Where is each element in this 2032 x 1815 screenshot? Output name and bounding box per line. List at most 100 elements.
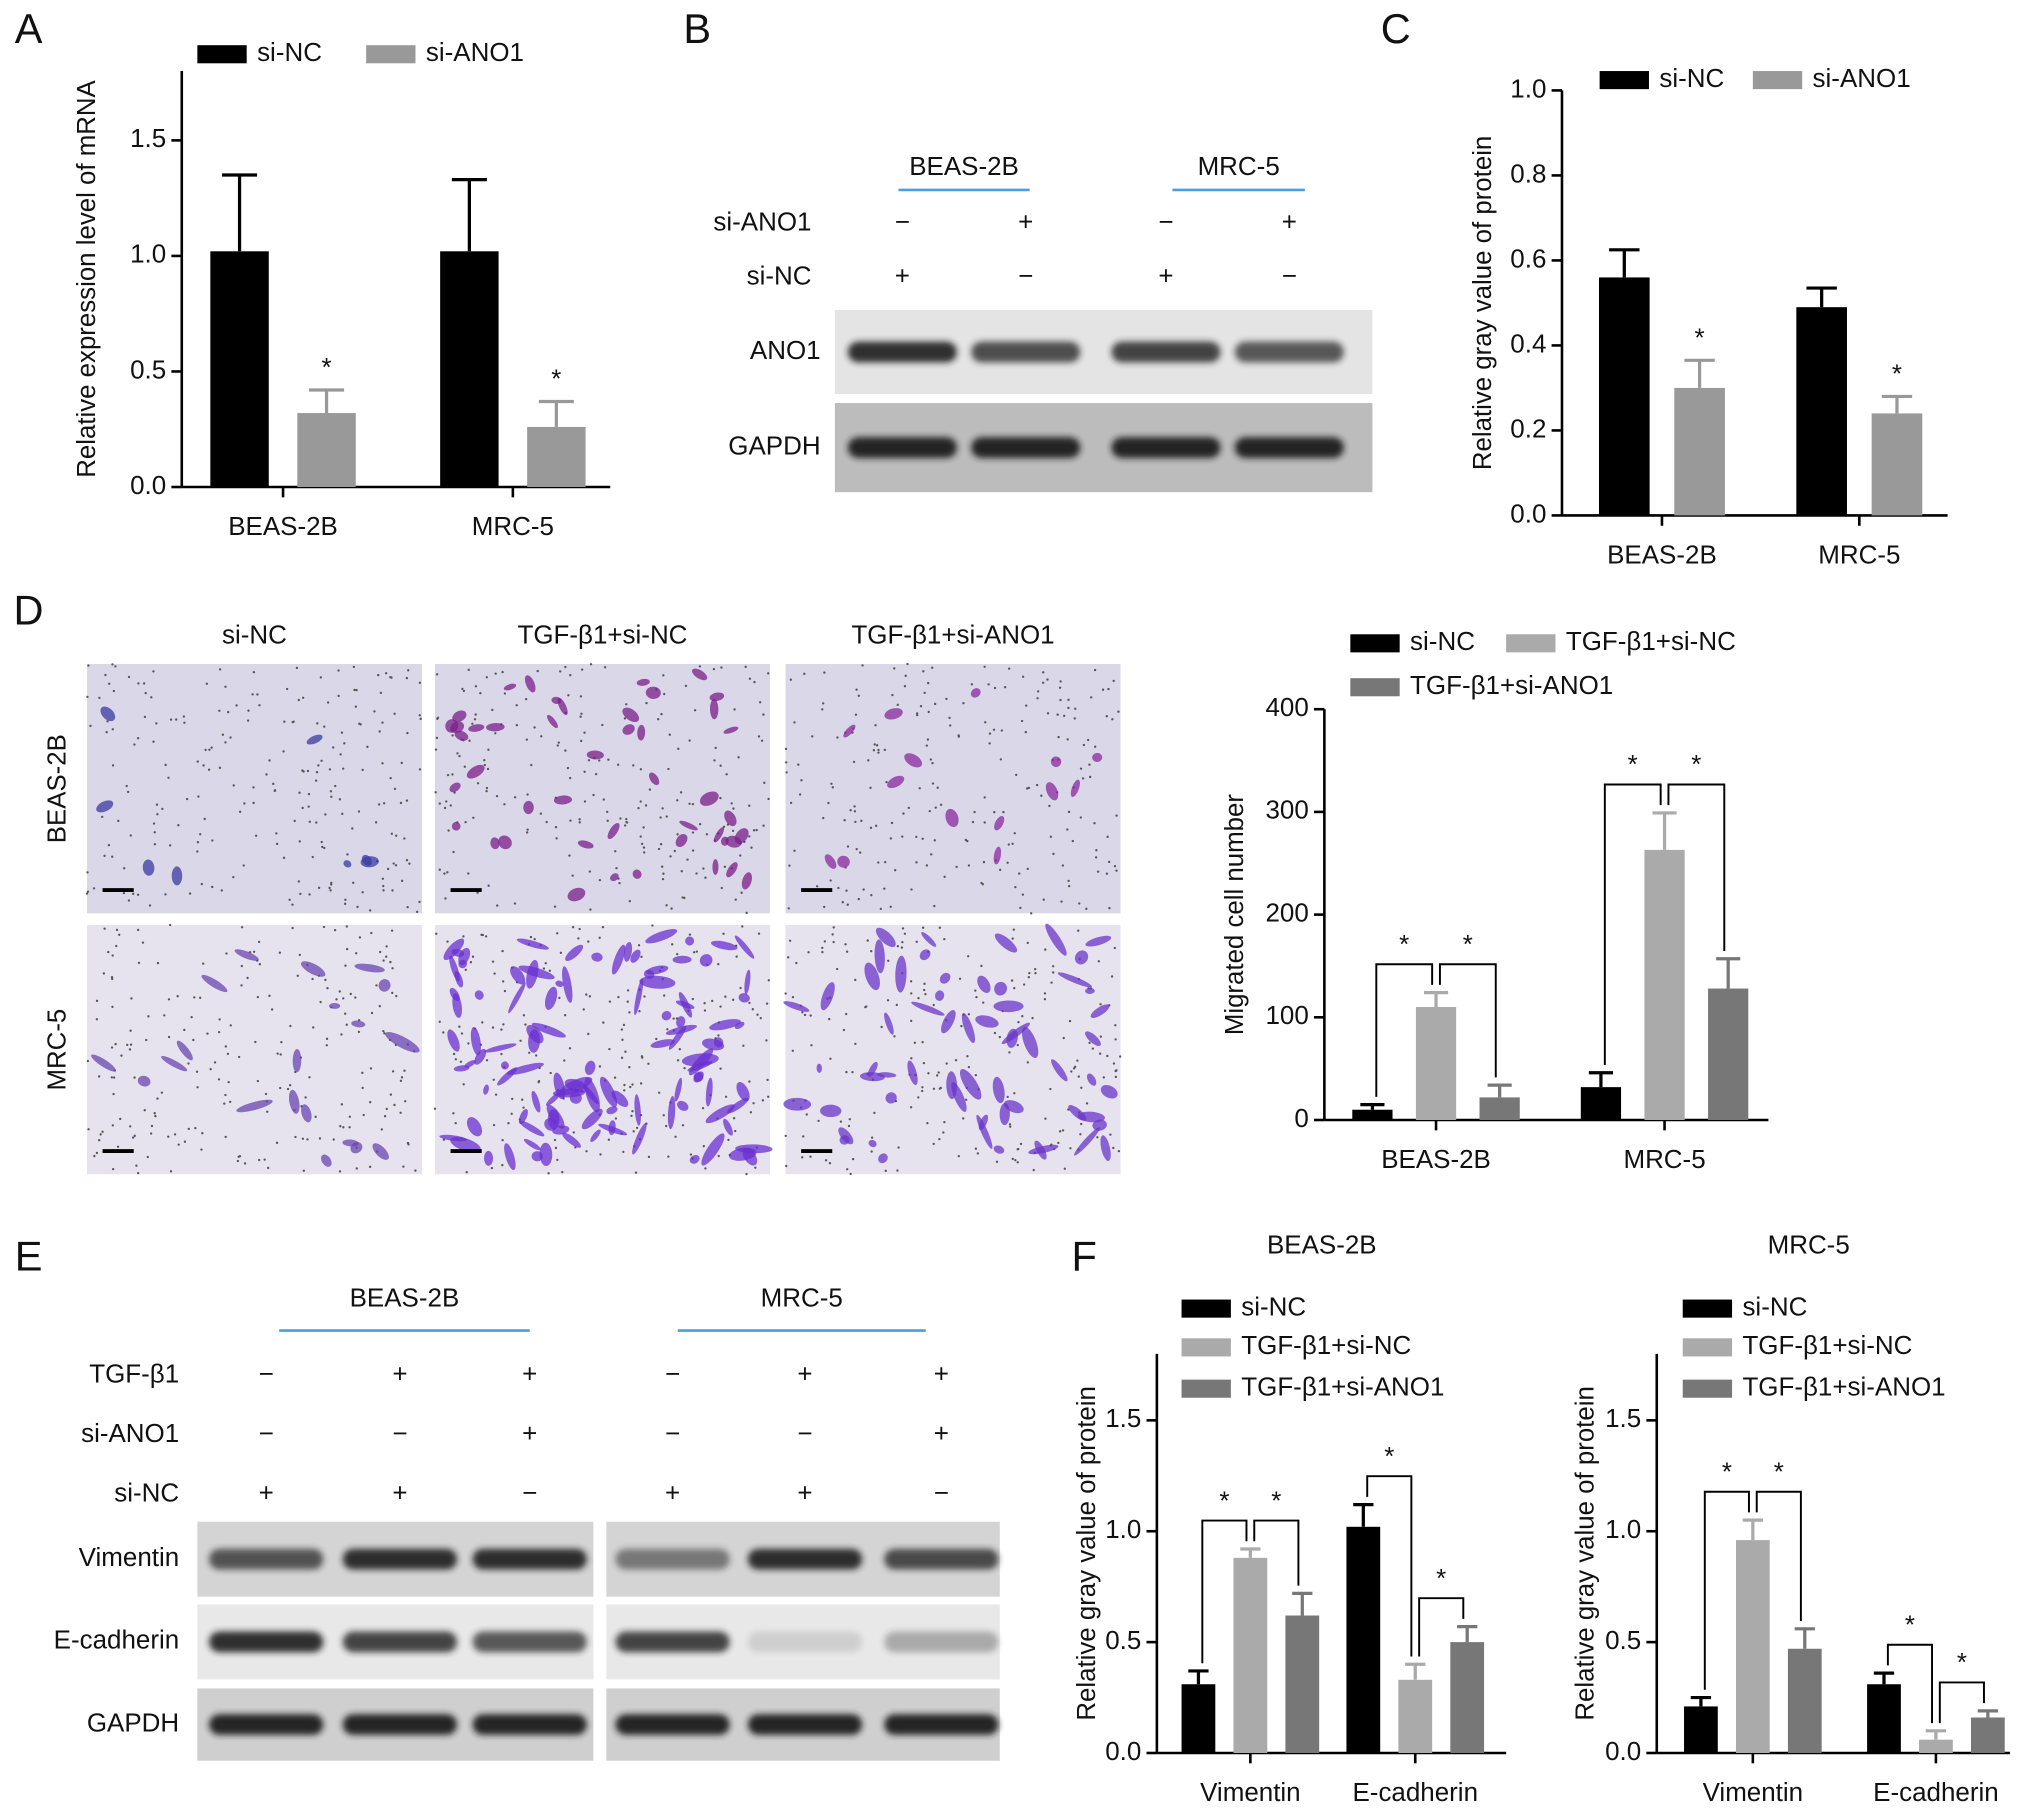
micrograph-dot <box>374 821 378 824</box>
micrograph-dot <box>639 768 643 771</box>
micrograph-dot <box>643 995 646 998</box>
micrograph-dot <box>503 989 507 993</box>
cell <box>1045 923 1067 956</box>
micrograph-dot <box>391 991 394 995</box>
micrograph-dot <box>1032 1168 1035 1172</box>
cell <box>523 1138 541 1151</box>
micrograph-dot <box>419 717 422 721</box>
micrograph-dot <box>1094 856 1098 859</box>
micrograph-dot <box>97 1075 101 1078</box>
micrograph-dot <box>693 709 697 712</box>
micrograph-dot <box>741 925 744 928</box>
micrograph-dot <box>731 829 735 833</box>
micrograph-dot <box>931 761 934 765</box>
micrograph-dot <box>954 1059 958 1062</box>
micrograph-dot <box>695 950 698 953</box>
band <box>1111 341 1221 363</box>
micrograph-dot <box>601 723 604 727</box>
micrograph-dot <box>828 1017 831 1021</box>
micrograph-dot <box>235 704 238 707</box>
legend-swatch <box>1599 71 1649 90</box>
micrograph-dot <box>1022 983 1026 986</box>
micrograph-dot <box>800 779 803 782</box>
micrograph-dot <box>454 1121 457 1125</box>
micrograph-dot <box>403 837 406 840</box>
micrograph-dot <box>169 718 173 721</box>
micrograph-dot <box>1031 1016 1034 1020</box>
band <box>615 1548 730 1570</box>
micrograph-dot <box>928 809 931 813</box>
micrograph-dot <box>436 716 440 719</box>
micrograph-dot <box>673 849 676 853</box>
cell <box>567 887 586 902</box>
micrograph-dot <box>534 1054 538 1057</box>
micrograph-dot <box>896 945 899 948</box>
micrograph-dot <box>1093 745 1097 748</box>
legend-label: si-NC <box>1241 1293 1306 1321</box>
micrograph-dot <box>879 907 882 911</box>
micrograph-dot <box>926 1122 929 1125</box>
cell <box>820 1104 842 1118</box>
micrograph-dot <box>182 715 186 718</box>
micrograph-dot <box>320 840 323 844</box>
micrograph-dot <box>1114 1024 1117 1027</box>
band <box>1234 437 1344 458</box>
micrograph-dot <box>1117 1149 1121 1153</box>
cell <box>577 840 594 849</box>
micrograph-dot <box>379 691 383 695</box>
micrograph-dot <box>337 694 340 698</box>
cell <box>674 1077 683 1102</box>
band <box>884 1631 999 1653</box>
micrograph-dot <box>349 992 352 996</box>
micrograph-dot <box>487 884 490 887</box>
micrograph <box>434 663 770 914</box>
micrograph-dot <box>308 893 311 896</box>
micrograph-dot <box>135 1164 138 1167</box>
micrograph-dot <box>762 824 765 827</box>
micrograph-dot <box>242 864 245 867</box>
micrograph-dot <box>1046 712 1050 715</box>
micrograph-dot <box>123 867 126 870</box>
cell <box>994 933 1018 953</box>
micrograph-dot <box>942 1131 945 1134</box>
micrograph-dot <box>1044 1117 1047 1120</box>
cell <box>354 963 385 973</box>
micrograph-dot <box>614 1117 618 1120</box>
micrograph-dot <box>907 806 910 810</box>
micrograph-dot <box>621 1038 624 1041</box>
micrograph-dot <box>125 784 128 788</box>
micrograph-dot <box>823 905 826 909</box>
micrograph-dot <box>337 669 340 672</box>
micrograph-dot <box>1086 738 1090 742</box>
micrograph-dot <box>854 820 857 824</box>
cell <box>176 1040 193 1061</box>
micrograph-dot <box>149 1132 153 1135</box>
cell <box>583 1084 599 1105</box>
micrograph-dot <box>625 703 628 706</box>
micrograph-dot <box>218 1018 221 1021</box>
micrograph-dot <box>122 891 126 895</box>
cell <box>712 859 719 875</box>
micrograph-dot <box>791 995 795 999</box>
y-tick-label: 1.5 <box>130 125 166 153</box>
micrograph-dot <box>1118 1055 1122 1058</box>
x-tick-label: MRC-5 <box>1623 1146 1705 1174</box>
micrograph-dot <box>999 758 1003 761</box>
condition-sign: − <box>797 1420 812 1448</box>
micrograph-dot <box>102 972 106 975</box>
micrograph-dot <box>915 712 919 715</box>
x-tick-label: MRC-5 <box>472 513 554 541</box>
micrograph-dot <box>200 1148 203 1151</box>
micrograph-dot <box>137 961 141 965</box>
micrograph-dot <box>559 670 562 673</box>
micrograph-dot <box>662 872 665 875</box>
micrograph-dot <box>846 1168 849 1171</box>
micrograph-dot <box>1018 872 1021 875</box>
micrograph-dot <box>1024 730 1027 734</box>
micrograph-dot <box>133 1076 136 1079</box>
micrograph-dot <box>1112 679 1115 683</box>
error-bar <box>1881 394 1913 414</box>
micrograph-dot <box>529 935 533 939</box>
micrograph-dot <box>515 724 519 727</box>
micrograph-dot <box>187 1062 190 1065</box>
